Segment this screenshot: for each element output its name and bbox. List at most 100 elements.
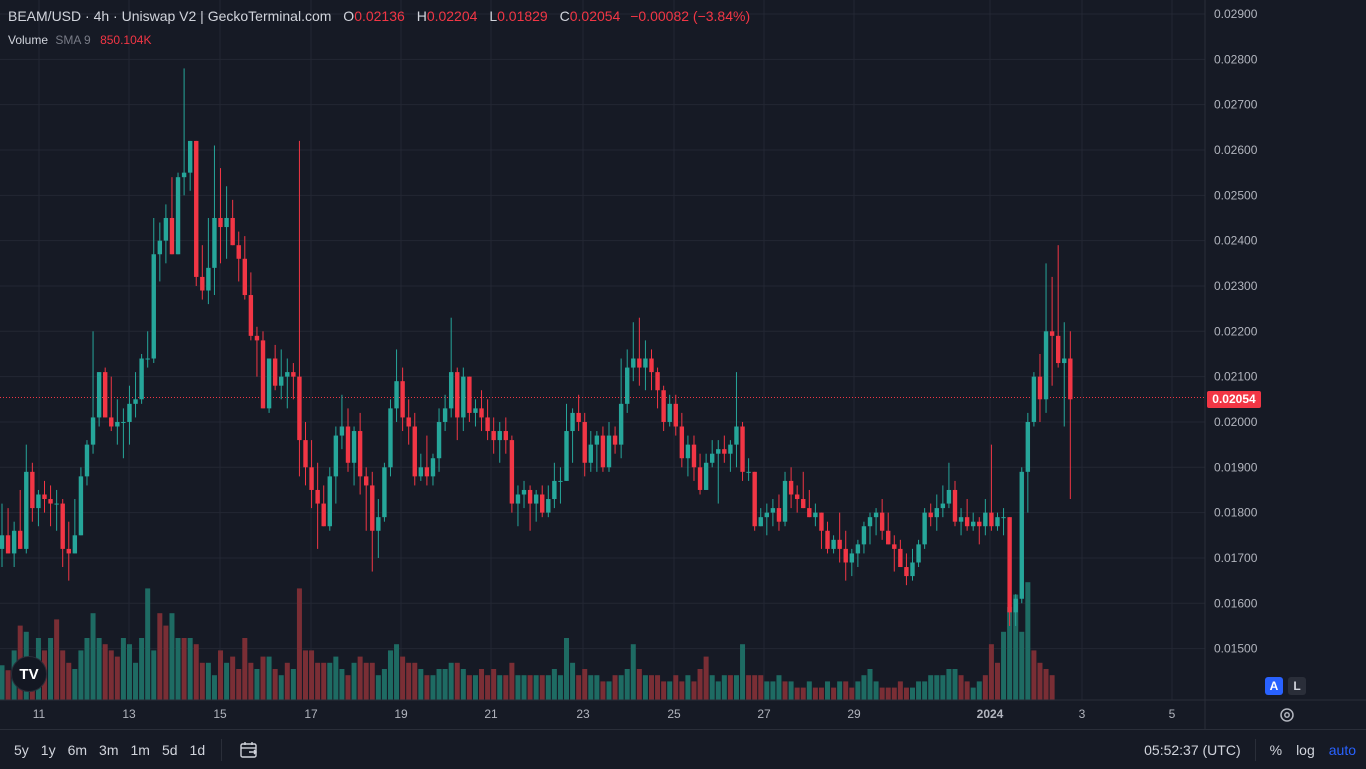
volume-bar xyxy=(369,662,375,700)
price-tick-label: 0.02200 xyxy=(1214,324,1258,338)
volume-bar xyxy=(503,675,509,700)
candle xyxy=(637,317,642,386)
candle-body xyxy=(254,335,260,341)
log-scale-toggle[interactable]: log xyxy=(1296,741,1315,758)
candle-body xyxy=(455,372,460,418)
tradingview-logo[interactable]: TV xyxy=(11,656,47,692)
calendar-goto-icon[interactable] xyxy=(238,739,260,761)
candle-body xyxy=(898,548,903,568)
candle-body xyxy=(867,517,873,527)
bottom-toolbar: 5y 1y 6m 3m 1m 5d 1d 05:52:37 (UTC) % lo… xyxy=(0,729,1366,769)
time-tick-label: 3 xyxy=(1079,707,1086,721)
log-scale-button[interactable]: L xyxy=(1288,677,1306,695)
volume-bar xyxy=(278,675,284,700)
volume-bar xyxy=(825,681,831,700)
price-axis[interactable]: 0.02900 0.02800 0.02700 0.02600 0.02500 0.024… xyxy=(1214,7,1258,656)
candle-body xyxy=(709,453,715,463)
volume-bar xyxy=(849,687,855,700)
candle xyxy=(922,508,927,549)
range-5d[interactable]: 5d xyxy=(161,741,178,758)
candle xyxy=(964,499,970,531)
volume-bar xyxy=(400,656,406,700)
candle-body xyxy=(84,444,90,477)
candle xyxy=(770,499,776,527)
toolbar-right: 05:52:37 (UTC) % log auto xyxy=(1130,730,1356,769)
candle xyxy=(127,385,132,445)
range-3m[interactable]: 3m xyxy=(99,741,119,758)
candle xyxy=(788,467,794,509)
candle-body xyxy=(218,217,223,228)
volume-bar xyxy=(266,656,272,700)
candle xyxy=(782,471,788,527)
candle-body xyxy=(637,358,642,368)
volume-bar xyxy=(709,675,715,700)
candle-body xyxy=(272,358,278,386)
candle xyxy=(272,344,278,391)
volume-bar xyxy=(260,656,266,700)
candle-body xyxy=(406,417,411,427)
volume-bar xyxy=(885,687,891,700)
candle-body xyxy=(479,408,484,418)
candle xyxy=(995,512,1000,531)
candle-body xyxy=(412,426,417,477)
candle-body xyxy=(515,494,521,504)
price-chart[interactable]: 0.02900 0.02800 0.02700 0.02600 0.02500 0.024… xyxy=(0,0,1366,729)
auto-scale-button[interactable]: A xyxy=(1265,677,1283,695)
range-1m[interactable]: 1m xyxy=(130,741,150,758)
volume-legend[interactable]: Volume SMA 9 850.104K xyxy=(8,33,151,47)
candle-body xyxy=(770,508,776,513)
candle xyxy=(734,372,739,468)
candle-body xyxy=(801,499,806,509)
volume-bar xyxy=(224,662,230,700)
candle-body xyxy=(892,544,897,549)
price-tick-label: 0.02500 xyxy=(1214,188,1258,202)
volume-bar xyxy=(151,650,157,700)
clock-utc[interactable]: 05:52:37 (UTC) xyxy=(1144,741,1241,758)
candle xyxy=(48,485,53,527)
volume-bar xyxy=(557,675,563,700)
time-tick-label: 15 xyxy=(213,707,227,721)
volume-bar xyxy=(891,687,897,700)
volume-bar xyxy=(691,681,697,700)
candle-body xyxy=(1062,358,1067,364)
time-axis[interactable]: 11 13 15 17 19 21 23 25 27 29 2024 3 5 xyxy=(33,707,1176,721)
candle-body xyxy=(849,553,854,563)
volume-bar xyxy=(442,669,448,700)
range-1y[interactable]: 1y xyxy=(40,741,56,758)
volume-bar xyxy=(916,681,922,700)
volume-bar xyxy=(48,638,54,700)
settings-gear-icon[interactable] xyxy=(1278,706,1296,724)
volume-bar xyxy=(1019,631,1025,700)
candle xyxy=(194,140,199,286)
volume-bar xyxy=(715,681,721,700)
symbol-title[interactable]: BEAM/USD · 4h · Uniswap V2 | GeckoTermin… xyxy=(8,8,332,24)
percent-scale-toggle[interactable]: % xyxy=(1269,741,1283,758)
price-tick-label: 0.01500 xyxy=(1214,642,1258,656)
candle-body xyxy=(285,372,290,377)
candle xyxy=(1049,276,1055,386)
candle xyxy=(625,349,630,413)
range-selector: 5y 1y 6m 3m 1m 5d 1d xyxy=(8,730,260,769)
candle xyxy=(703,453,709,490)
candle-body xyxy=(752,471,757,527)
candle xyxy=(989,444,994,531)
range-1d[interactable]: 1d xyxy=(189,741,206,758)
range-5y[interactable]: 5y xyxy=(14,741,29,758)
candle-body xyxy=(448,372,454,409)
candle xyxy=(175,172,181,255)
volume-bar xyxy=(139,638,145,700)
time-tick-label: 19 xyxy=(394,707,408,721)
candle-body xyxy=(78,476,84,536)
candle-body xyxy=(442,408,448,422)
candle-body xyxy=(697,467,703,490)
candle xyxy=(163,204,169,264)
volume-bar xyxy=(242,638,248,700)
auto-scale-toggle[interactable]: auto xyxy=(1328,741,1356,758)
candle xyxy=(849,548,854,577)
candle-body xyxy=(345,426,351,463)
volume-bar xyxy=(339,669,345,700)
candle-body xyxy=(169,217,175,255)
range-6m[interactable]: 6m xyxy=(67,741,88,758)
volume-bar xyxy=(96,638,102,700)
volume-bar xyxy=(145,588,151,700)
